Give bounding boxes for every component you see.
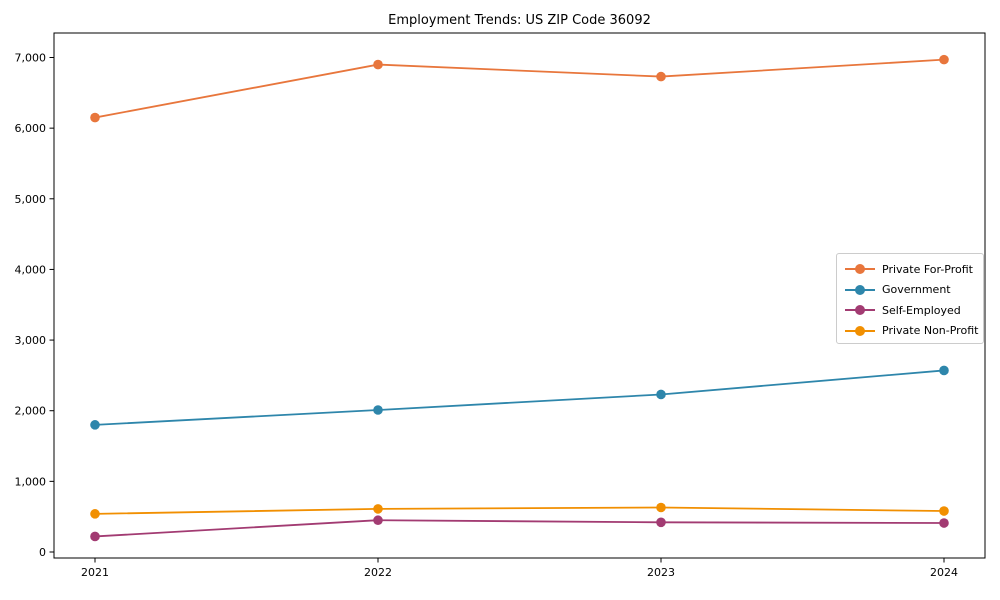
chart-title: Employment Trends: US ZIP Code 36092 (388, 13, 651, 28)
series-line-government (94, 369, 945, 426)
legend-entry: Private Non-Profit (837, 321, 983, 342)
x-tick-label: 2024 (930, 566, 958, 579)
data-point-private-non-profit-2021 (90, 509, 100, 519)
data-point-self-employed-2021 (90, 531, 100, 542)
legend-line-marker-icon (845, 284, 875, 295)
legend-entry: Government (837, 280, 983, 301)
data-point-self-employed-2022 (373, 515, 383, 526)
legend-label: Private Non-Profit (882, 324, 979, 338)
series-line-private-non-profit (94, 506, 945, 515)
y-tick-label: 7,000 (15, 52, 47, 65)
data-point-private-for-profit-2023 (656, 71, 666, 82)
x-tick-label: 2023 (647, 566, 675, 579)
legend-entry: Private For-Profit (837, 259, 983, 280)
data-point-self-employed-2024 (939, 518, 949, 528)
y-tick-label: 4,000 (15, 263, 47, 276)
data-point-government-2021 (90, 420, 100, 430)
y-tick-label: 5,000 (15, 193, 47, 206)
data-point-private-non-profit-2022 (373, 504, 383, 514)
x-tick-label: 2021 (81, 566, 109, 579)
data-point-private-non-profit-2024 (939, 506, 949, 516)
legend-line-marker-icon (845, 264, 875, 275)
data-point-private-for-profit-2021 (90, 112, 100, 123)
series-line-private-for-profit (94, 58, 945, 119)
legend-line-marker-icon (845, 325, 875, 336)
axes-frame (53, 32, 986, 559)
data-point-private-for-profit-2022 (373, 59, 383, 70)
data-point-government-2023 (656, 389, 666, 400)
data-point-government-2024 (939, 365, 949, 376)
series-line-self-employed (94, 519, 945, 538)
y-tick-label: 3,000 (15, 334, 47, 347)
x-tick-label: 2022 (364, 566, 392, 579)
data-point-government-2022 (373, 405, 383, 415)
legend-entry: Self-Employed (837, 300, 983, 321)
y-tick-label: 6,000 (15, 122, 47, 135)
y-tick-label: 1,000 (15, 475, 47, 488)
data-point-private-non-profit-2023 (656, 502, 666, 513)
legend-line-marker-icon (845, 305, 875, 316)
legend-label: Private For-Profit (882, 262, 973, 276)
legend-label: Self-Employed (882, 303, 961, 317)
legend-label: Government (882, 283, 951, 297)
data-point-self-employed-2023 (656, 517, 666, 528)
data-point-private-for-profit-2024 (939, 54, 949, 65)
y-tick-label: 2,000 (15, 405, 47, 418)
y-tick-label: 0 (39, 546, 46, 559)
chart-legend: Private For-Profit Government Self-Employe… (836, 253, 984, 344)
